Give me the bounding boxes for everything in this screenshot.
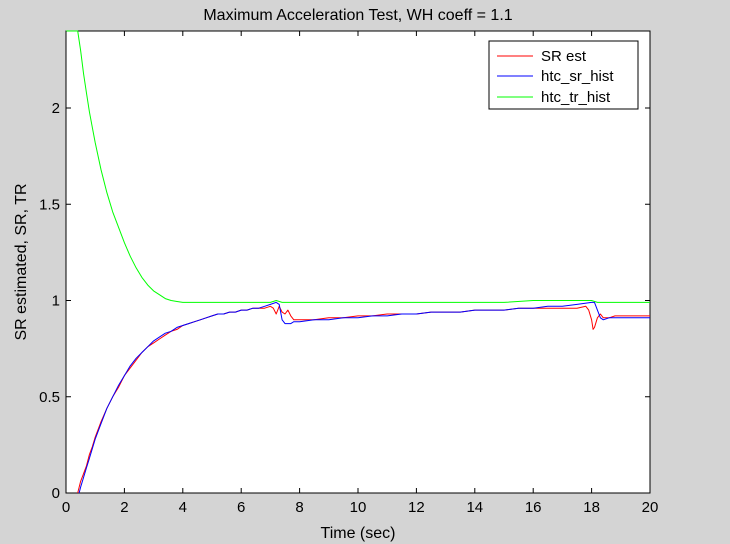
series-line-htc-tr-hist	[66, 30, 650, 303]
x-tick-label: 10	[350, 499, 367, 516]
x-tick-label: 6	[237, 499, 245, 516]
x-tick-label: 18	[583, 499, 600, 516]
axes-layer: 0 2 4 6 8 10 12 14 16 18 20 0 0.5 1 1.5 2	[39, 31, 658, 516]
x-tick-label: 2	[120, 499, 128, 516]
chart-title: Maximum Acceleration Test, WH coeff = 1.…	[203, 7, 512, 24]
y-tick-label: 0	[52, 485, 60, 502]
series-line-sr-est	[77, 305, 650, 494]
legend-label-htc-tr-hist: htc_tr_hist	[541, 89, 611, 106]
y-tick-label: 1	[52, 293, 60, 310]
legend-box	[488, 40, 639, 110]
series-layer	[66, 30, 650, 494]
x-tick-label: 8	[295, 499, 303, 516]
x-tick-label: 12	[408, 499, 425, 516]
y-tick-label: 0.5	[39, 389, 60, 406]
y-axis-label: SR estimated, SR, TR	[13, 183, 30, 340]
legend-label-sr-est: SR est	[541, 48, 587, 65]
x-tick-label: 4	[179, 499, 187, 516]
legend-label-htc-sr-hist: htc_sr_hist	[541, 68, 614, 85]
y-tick-label: 1.5	[39, 196, 60, 213]
x-axis-label: Time (sec)	[321, 525, 396, 542]
x-tick-label: 16	[525, 499, 542, 516]
x-tick-label: 0	[62, 499, 70, 516]
y-tick-label: 2	[52, 100, 60, 117]
x-tick-label: 20	[642, 499, 659, 516]
series-line-htc-sr-hist	[78, 301, 650, 494]
x-tick-label: 14	[466, 499, 483, 516]
legend: SR est htc_sr_hist htc_tr_hist	[488, 40, 639, 110]
